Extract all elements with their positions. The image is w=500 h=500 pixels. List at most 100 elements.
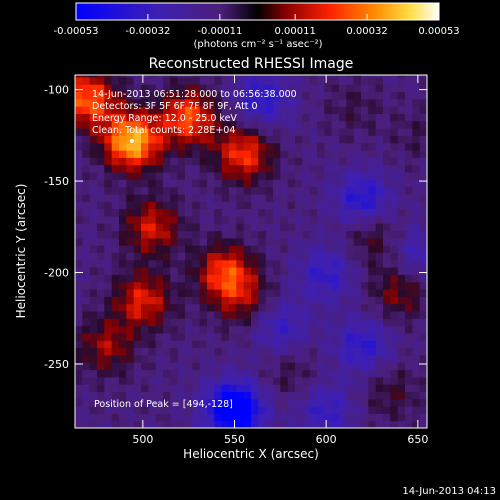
heatmap-cell <box>207 91 215 100</box>
heatmap-cell <box>339 354 347 363</box>
heatmap-cell <box>280 318 289 327</box>
heatmap-cell <box>273 164 281 173</box>
heatmap-cell <box>170 215 179 224</box>
heatmap-cell <box>148 201 157 210</box>
heatmap-cell <box>221 318 230 327</box>
heatmap-cell <box>419 281 427 290</box>
heatmap-cell <box>214 164 223 173</box>
heatmap-cell <box>375 340 384 349</box>
heatmap-cell <box>185 340 193 349</box>
heatmap-cell <box>273 84 281 92</box>
heatmap-cell <box>419 398 427 407</box>
heatmap-cell <box>324 332 333 341</box>
heatmap-cell <box>397 310 406 319</box>
heatmap-cell <box>133 310 142 319</box>
heatmap-cell <box>331 201 340 210</box>
heatmap-cell <box>192 186 201 195</box>
heatmap-cell <box>133 75 142 78</box>
heatmap-cell <box>126 420 135 428</box>
heatmap-cell <box>368 252 377 261</box>
heatmap-cell <box>251 245 259 253</box>
heatmap-cell <box>287 120 296 129</box>
heatmap-cell <box>82 420 91 428</box>
heatmap-cell <box>119 398 127 407</box>
heatmap-cell <box>368 281 377 290</box>
heatmap-cell <box>148 128 157 136</box>
heatmap-cell <box>368 120 377 129</box>
heatmap-cell <box>192 76 201 85</box>
heatmap-cell <box>148 274 157 283</box>
heatmap-cell <box>324 296 333 305</box>
heatmap-cell <box>126 171 135 180</box>
heatmap-cell <box>185 376 193 385</box>
heatmap-cell <box>207 186 215 195</box>
heatmap-cell <box>383 354 391 363</box>
heatmap-cell <box>383 398 391 407</box>
heatmap-cell <box>309 325 318 334</box>
heatmap-cell <box>75 142 83 151</box>
heatmap-cell <box>265 179 274 188</box>
heatmap-cell <box>331 340 340 349</box>
heatmap-cell <box>383 274 391 283</box>
heatmap-cell <box>89 325 98 334</box>
heatmap-cell <box>309 135 318 144</box>
heatmap-cell <box>419 215 427 224</box>
heatmap-cell <box>375 193 384 202</box>
heatmap-cell <box>302 84 311 92</box>
heatmap-cell <box>265 245 274 253</box>
heatmap-cell <box>251 362 259 371</box>
heatmap-cell <box>397 215 406 224</box>
heatmap-cell <box>287 289 296 297</box>
heatmap-cell <box>258 281 267 290</box>
heatmap-cell <box>243 245 252 253</box>
heatmap-cell <box>170 157 179 166</box>
heatmap-cell <box>229 332 237 341</box>
heatmap-cell <box>148 157 157 166</box>
heatmap-cell <box>368 259 377 268</box>
heatmap-cell <box>412 193 421 202</box>
heatmap-cell <box>192 267 201 275</box>
heatmap-cell <box>229 252 237 261</box>
heatmap-cell <box>229 237 237 246</box>
heatmap-cell <box>339 369 347 378</box>
heatmap-cell <box>82 98 91 107</box>
heatmap-cell <box>251 420 259 428</box>
heatmap-cell <box>309 113 318 122</box>
heatmap-cell <box>295 91 303 100</box>
heatmap-cell <box>287 325 296 334</box>
heatmap-cell <box>280 406 289 414</box>
heatmap-cell <box>353 318 362 327</box>
heatmap-cell <box>111 84 120 92</box>
heatmap-cell <box>419 76 427 85</box>
heatmap-cell <box>405 120 413 129</box>
heatmap-cell <box>273 106 281 114</box>
colorbar-ticks: -0.00053 -0.00032 -0.00011 0.00011 0.00032 0.… <box>54 14 460 37</box>
heatmap-cell <box>295 391 303 400</box>
heatmap-cell <box>82 252 91 261</box>
heatmap-cell <box>309 106 318 114</box>
heatmap-cell <box>207 215 215 224</box>
heatmap-cell <box>368 186 377 195</box>
heatmap-cell <box>331 362 340 371</box>
heatmap-cell <box>133 296 142 305</box>
heatmap-cell <box>317 332 325 341</box>
heatmap-cell <box>185 420 193 428</box>
heatmap-cell <box>236 98 245 107</box>
heatmap-cell <box>163 164 171 173</box>
heatmap-cell <box>82 106 91 114</box>
heatmap-cell <box>82 406 91 414</box>
heatmap-cell <box>339 171 347 180</box>
heatmap-cell <box>170 384 179 392</box>
heatmap-cell <box>251 142 259 151</box>
heatmap-cell <box>265 135 274 144</box>
heatmap-cell <box>97 310 105 319</box>
heatmap-cell <box>353 150 362 158</box>
heatmap-cell <box>243 296 252 305</box>
heatmap-cell <box>104 193 113 202</box>
heatmap-cell <box>89 303 98 312</box>
heatmap-cell <box>397 384 406 392</box>
heatmap-cell <box>155 237 164 246</box>
heatmap-cell <box>412 318 421 327</box>
heatmap-cell <box>236 171 245 180</box>
heatmap-cell <box>375 135 384 144</box>
